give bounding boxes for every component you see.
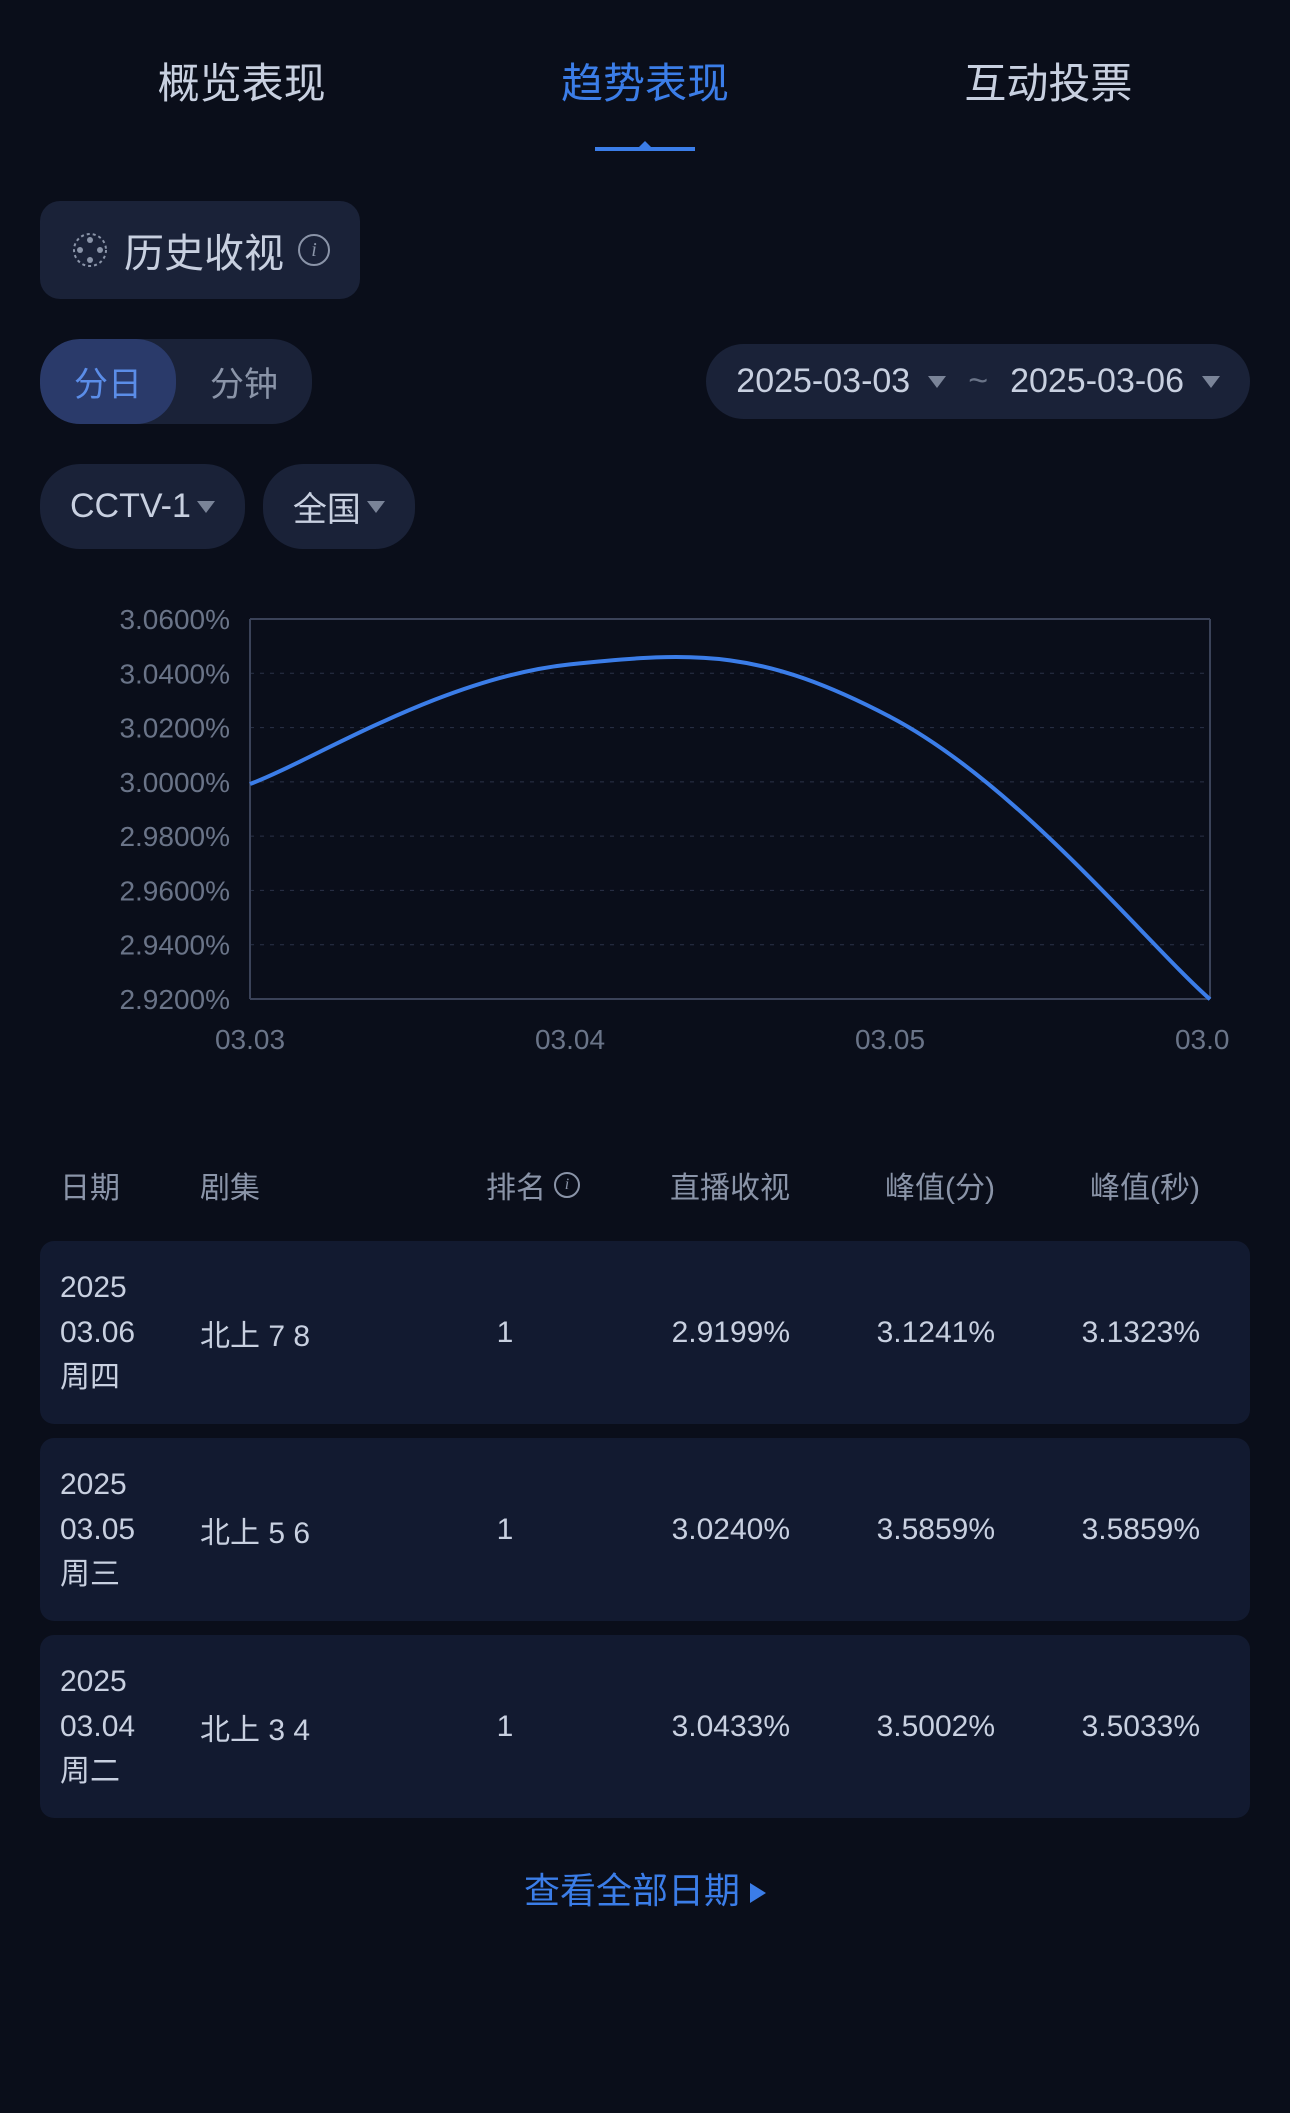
chart-svg: 3.0600% 3.0400% 3.0200% 3.0000% 2.9800% 2.960… [50,599,1230,1079]
view-all-button[interactable]: 查看全部日期 [40,1832,1250,1944]
svg-text:03.04: 03.04 [535,1024,605,1055]
tab-trend[interactable]: 趋势表现 [561,50,729,141]
date-to: 2025-03-06 [1010,362,1184,401]
svg-text:2.9600%: 2.9600% [119,875,230,906]
content: 历史收视 i 分日 分钟 2025-03-03 ~ 2025-03-06 CCT… [0,171,1290,1974]
cell-episode: 北上 3 4 [200,1705,420,1749]
filter-row-2: CCTV-1 全国 [40,464,1250,549]
table-header: 日期 剧集 排名 i 直播收视 峰值(分) 峰值(秒) [40,1139,1250,1231]
date-range-picker[interactable]: 2025-03-03 ~ 2025-03-06 [706,344,1250,419]
info-icon[interactable]: i [554,1172,580,1198]
table-body: 202503.06周四北上 7 812.9199%3.1241%3.1323%2… [40,1241,1250,1818]
col-peak-sec: 峰值(秒) [1005,1163,1200,1207]
cell-peak-sec: 3.5033% [1005,1710,1200,1744]
svg-text:3.0000%: 3.0000% [119,767,230,798]
svg-text:3.0600%: 3.0600% [119,604,230,635]
col-date: 日期 [60,1163,190,1207]
table-row[interactable]: 202503.05周三北上 5 6 1 3.0240% 3.5859% 3.5859% [40,1438,1250,1621]
col-rank-label: 排名 [486,1163,546,1207]
time-granularity-segment: 分日 分钟 [40,339,312,424]
chevron-down-icon [928,376,946,388]
cell-peak-sec: 3.5859% [1005,1513,1200,1547]
ratings-table: 日期 剧集 排名 i 直播收视 峰值(分) 峰值(秒) 202503.06周四北… [40,1139,1250,1818]
table-row[interactable]: 202503.06周四北上 7 8 1 2.9199% 3.1241% 3.1323% [40,1241,1250,1424]
svg-text:03.03: 03.03 [215,1024,285,1055]
svg-text:2.9400%: 2.9400% [119,930,230,961]
svg-text:3.0400%: 3.0400% [119,658,230,689]
filter-row-1: 分日 分钟 2025-03-03 ~ 2025-03-06 [40,339,1250,424]
seg-day-button[interactable]: 分日 [40,339,176,424]
cell-live: 3.0240% [590,1513,790,1547]
top-tabs: 概览表现 趋势表现 互动投票 [0,0,1290,171]
svg-text:03.06: 03.06 [1175,1024,1230,1055]
col-rank: 排名 i [430,1163,580,1207]
ratings-chart: 3.0600% 3.0400% 3.0200% 3.0000% 2.9800% 2.960… [50,599,1240,1079]
section-title: 历史收视 [124,221,284,279]
history-icon [70,230,110,270]
chevron-down-icon [197,501,215,513]
cell-episode: 北上 5 6 [200,1508,420,1552]
col-live: 直播收视 [590,1163,790,1207]
date-range-separator: ~ [958,362,998,401]
cell-date: 202503.05周三 [60,1462,190,1597]
channel-select[interactable]: CCTV-1 [40,464,245,549]
table-row[interactable]: 202503.04周二北上 3 4 1 3.0433% 3.5002% 3.5033% [40,1635,1250,1818]
cell-live: 3.0433% [590,1710,790,1744]
cell-rank: 1 [430,1513,580,1547]
info-icon[interactable]: i [298,234,330,266]
cell-peak-sec: 3.1323% [1005,1316,1200,1350]
channel-label: CCTV-1 [70,487,191,526]
date-from: 2025-03-03 [736,362,910,401]
chevron-down-icon [367,501,385,513]
region-label: 全国 [293,482,361,531]
view-all-label: 查看全部日期 [524,1870,740,1911]
section-header: 历史收视 i [40,201,360,299]
cell-rank: 1 [430,1316,580,1350]
play-icon [750,1883,766,1903]
cell-live: 2.9199% [590,1316,790,1350]
svg-text:3.0200%: 3.0200% [119,713,230,744]
cell-date: 202503.06周四 [60,1265,190,1400]
col-peak-min: 峰值(分) [800,1163,995,1207]
tab-vote[interactable]: 互动投票 [964,50,1132,141]
cell-peak-min: 3.5002% [800,1710,995,1744]
cell-peak-min: 3.1241% [800,1316,995,1350]
cell-peak-min: 3.5859% [800,1513,995,1547]
col-episode: 剧集 [200,1163,420,1207]
region-select[interactable]: 全国 [263,464,415,549]
svg-text:2.9800%: 2.9800% [119,821,230,852]
cell-episode: 北上 7 8 [200,1311,420,1355]
tab-overview[interactable]: 概览表现 [158,50,326,141]
svg-text:2.9200%: 2.9200% [119,984,230,1015]
svg-text:03.05: 03.05 [855,1024,925,1055]
cell-rank: 1 [430,1710,580,1744]
seg-minute-button[interactable]: 分钟 [176,339,312,424]
chevron-down-icon [1202,376,1220,388]
cell-date: 202503.04周二 [60,1659,190,1794]
